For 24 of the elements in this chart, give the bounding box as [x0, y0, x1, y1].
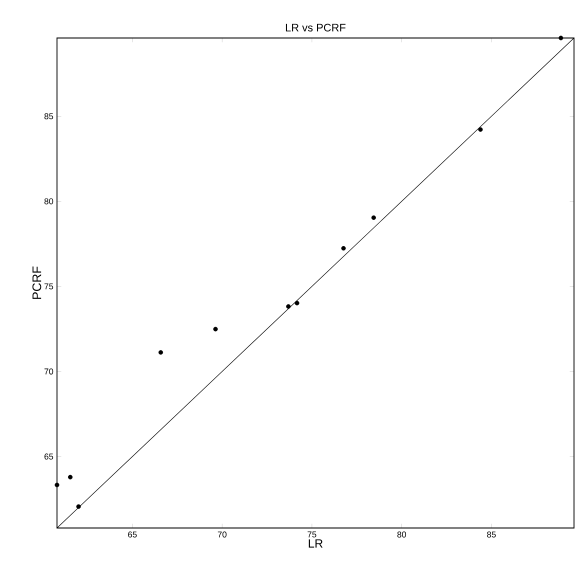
x-tick-label: 85	[487, 532, 496, 538]
point	[371, 215, 376, 220]
point	[54, 482, 60, 488]
x-tick-label: 75	[308, 532, 316, 538]
x-tick-label: 80	[397, 532, 406, 538]
chart-title: LR vs PCRF	[286, 24, 346, 32]
y-tick-label: 65	[44, 454, 54, 460]
point	[213, 326, 218, 332]
x-tick-label: 70	[218, 532, 227, 538]
point	[286, 304, 291, 309]
point	[68, 474, 73, 480]
y-axis-title: PCRF	[32, 266, 42, 299]
y-tick-label: 85	[44, 113, 54, 120]
point	[294, 300, 300, 306]
point	[341, 246, 346, 251]
x-axis-title: LR	[308, 539, 323, 548]
point	[478, 127, 483, 132]
y-tick-label: 75	[44, 283, 54, 290]
point	[558, 36, 564, 40]
y-tick-label: 70	[44, 368, 54, 374]
point	[158, 350, 164, 355]
x-tick-label: 65	[128, 532, 137, 538]
y-tick-label: 80	[44, 198, 54, 204]
point	[76, 504, 81, 509]
